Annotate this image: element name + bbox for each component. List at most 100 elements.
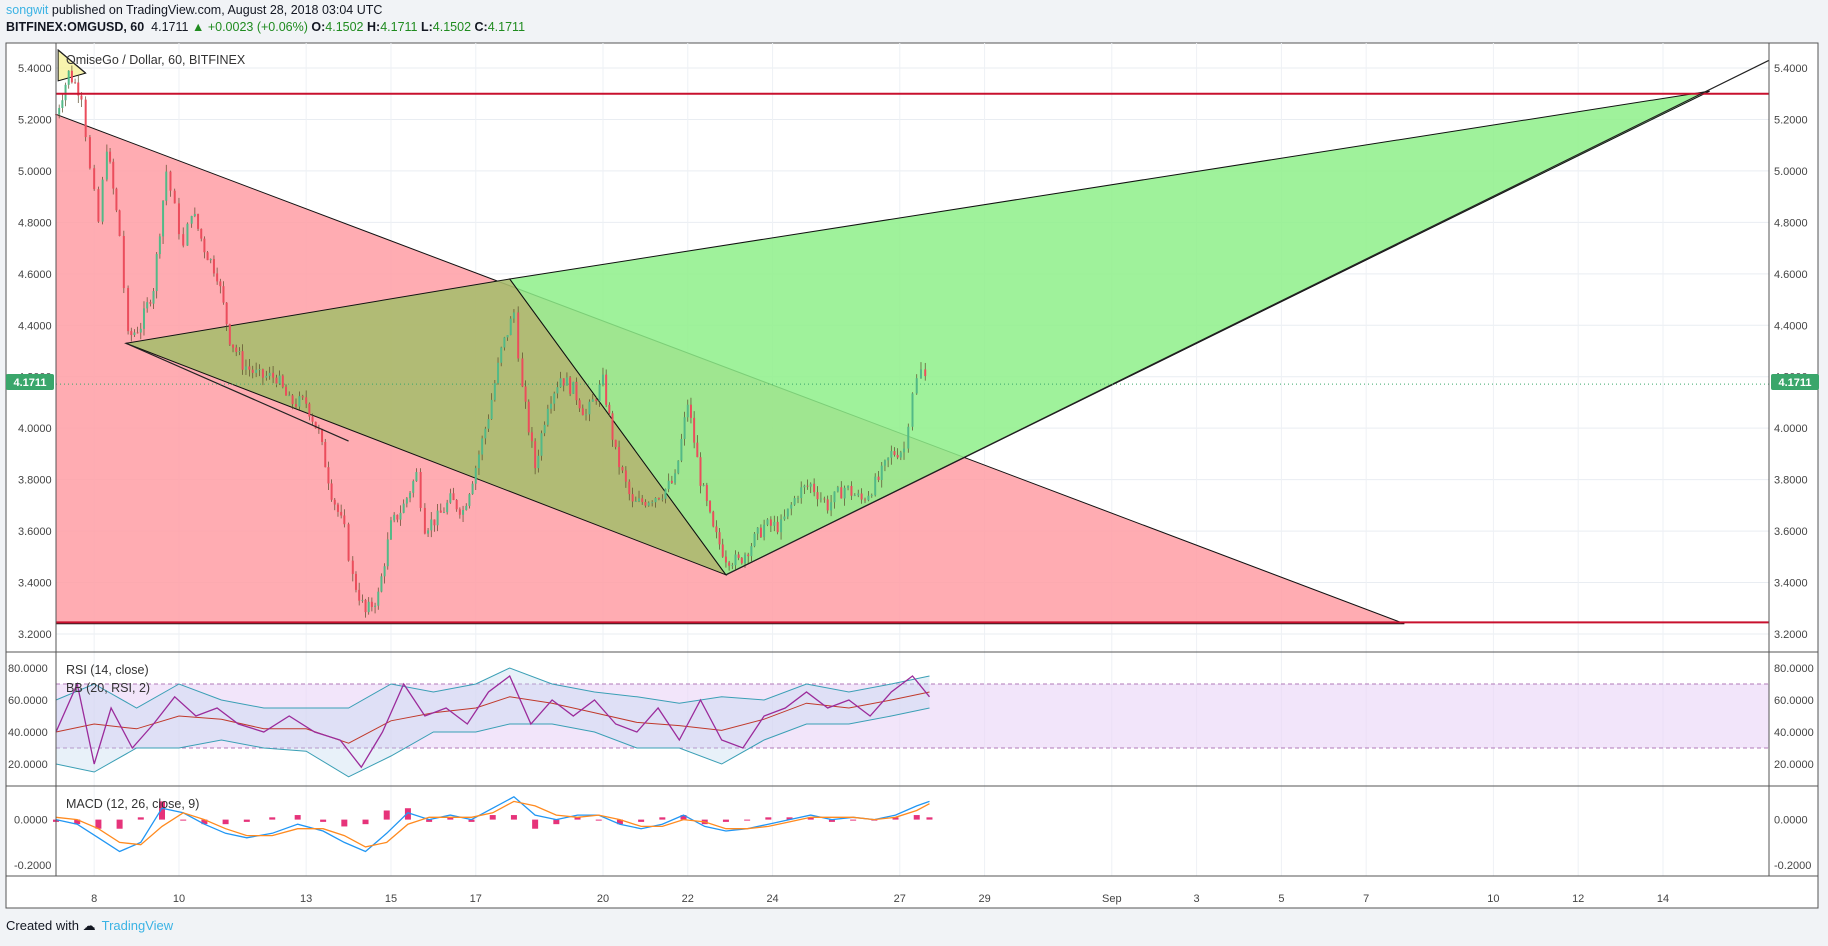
candle-body: [800, 487, 803, 499]
macd-tick-left: -0.2000: [14, 860, 51, 872]
price-tick-right: 3.2000: [1774, 629, 1808, 641]
candle-body: [427, 530, 430, 534]
price-tick-right: 4.8000: [1774, 217, 1808, 229]
publish-info: published on TradingView.com, August 28,…: [51, 3, 383, 17]
candle-body: [261, 369, 264, 378]
candle-body: [340, 511, 343, 516]
time-tick: 12: [1572, 893, 1584, 905]
candle-body: [272, 372, 275, 378]
candle-body: [330, 483, 333, 500]
candle-body: [709, 500, 712, 512]
candle-body: [393, 514, 396, 521]
price-tick-left: 3.6000: [18, 526, 52, 538]
rsi-tick-left: 40.0000: [8, 727, 48, 739]
price-tick-left: 4.6000: [18, 269, 52, 281]
candle-body: [97, 189, 100, 222]
candle-body: [638, 498, 641, 502]
candle-body: [647, 502, 650, 506]
candle-body: [409, 492, 412, 499]
time-tick: 7: [1363, 893, 1369, 905]
candle-body: [305, 397, 308, 404]
candle-body: [275, 377, 278, 384]
cloud-icon: ☁: [78, 918, 96, 933]
candle-body: [763, 524, 766, 538]
candle-body: [285, 386, 288, 396]
candle-body: [699, 457, 702, 486]
candle-body: [631, 494, 634, 502]
candle-body: [115, 188, 118, 211]
macd-histogram-bar: [913, 815, 920, 820]
macd-histogram-bar: [616, 819, 623, 825]
candle-body: [127, 288, 130, 332]
candle-body: [294, 404, 297, 407]
candle-body: [200, 228, 203, 239]
candle-body: [228, 324, 231, 345]
bb-fill: [56, 668, 930, 777]
candle-body: [759, 527, 762, 538]
candle-body: [728, 562, 731, 566]
candle-body: [874, 476, 877, 496]
candle-body: [133, 332, 136, 335]
candle-body: [816, 492, 819, 500]
close-label: C:: [474, 20, 488, 34]
candle-body: [419, 472, 422, 508]
open-label: O:: [311, 20, 326, 34]
candle-body: [556, 387, 559, 394]
candle-body: [546, 408, 549, 425]
candle-body: [753, 533, 756, 547]
candle-body: [64, 84, 67, 101]
macd-title: MACD (12, 26, close, 9): [66, 797, 199, 811]
time-tick: 8: [91, 893, 97, 905]
candle-body: [693, 417, 696, 443]
price-tick-left: 5.2000: [18, 114, 52, 126]
candle-body: [317, 428, 320, 430]
macd-histogram-bar: [659, 817, 666, 820]
macd-histogram-bar: [765, 817, 772, 820]
candle-body: [847, 485, 850, 488]
candle-body: [455, 499, 458, 510]
price-tick-right: 3.4000: [1774, 578, 1808, 590]
price-tick-right: 5.4000: [1774, 63, 1808, 75]
candle-body: [367, 601, 370, 613]
candle-body: [155, 254, 158, 292]
rsi-tick-right: 80.0000: [1774, 663, 1814, 675]
candle-body: [509, 318, 512, 336]
rsi-tick-left: 80.0000: [8, 663, 48, 675]
candle-body: [634, 501, 637, 502]
price-tick-right: 3.8000: [1774, 475, 1808, 487]
price-tick-left: 4.0000: [18, 423, 52, 435]
candle-body: [364, 599, 367, 613]
candle-body: [197, 214, 200, 229]
candle-body: [890, 451, 893, 458]
last-price-label-right: 4.1711: [1778, 377, 1811, 389]
author-link[interactable]: songwit: [6, 3, 49, 17]
candle-body: [870, 495, 873, 496]
candle-body: [819, 498, 822, 500]
macd-histogram-bar: [222, 819, 229, 825]
candle-body: [724, 556, 727, 563]
candle-body: [776, 521, 779, 533]
rsi-band: [56, 684, 1769, 748]
candle-body: [737, 554, 740, 558]
price-tick-right: 4.6000: [1774, 269, 1808, 281]
rsi-line: [55, 674, 931, 769]
candle-body: [58, 107, 61, 115]
tradingview-link[interactable]: TradingView: [101, 918, 174, 933]
candle-body: [399, 512, 402, 520]
candle-body: [860, 493, 863, 500]
candle-body: [146, 302, 149, 309]
candle-body: [238, 351, 241, 352]
candle-body: [534, 441, 537, 469]
macd-histogram-bar: [404, 808, 411, 820]
candle-body: [118, 210, 121, 236]
candle-body: [500, 347, 503, 363]
candle-body: [333, 499, 336, 505]
macd-histogram-bar: [786, 817, 793, 820]
candle-body: [809, 483, 812, 487]
candle-body: [88, 137, 91, 169]
candle-body: [468, 494, 471, 506]
candle-body: [405, 498, 408, 504]
candle-body: [193, 214, 196, 216]
candle-body: [569, 377, 572, 394]
